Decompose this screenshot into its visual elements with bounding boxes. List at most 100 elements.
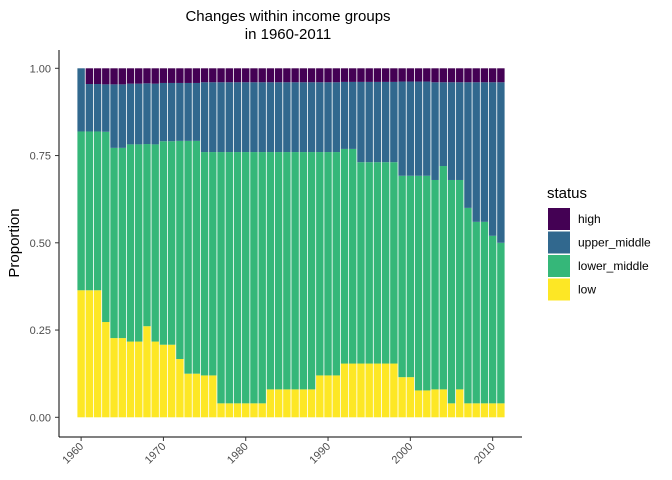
legend-key-lower_middle [548, 255, 570, 277]
bar-upper_middle-2000 [406, 81, 415, 176]
bar-high-1970 [159, 68, 168, 83]
bar-high-1991 [332, 68, 340, 83]
bar-upper_middle-1973 [184, 82, 192, 141]
bar-low-1991 [332, 375, 340, 418]
bar-high-1995 [365, 68, 373, 82]
bar-lower_middle-1968 [143, 144, 151, 327]
bar-low-1994 [357, 363, 365, 418]
bar-lower_middle-2011 [497, 242, 505, 404]
bar-lower_middle-2003 [431, 179, 439, 390]
bar-low-1974 [192, 373, 201, 418]
bar-lower_middle-2005 [447, 179, 456, 404]
bar-high-1983 [266, 68, 275, 83]
legend-label-low: low [578, 283, 596, 297]
bar-low-1973 [184, 373, 192, 418]
bar-lower_middle-1981 [250, 152, 258, 404]
bar-low-1966 [126, 341, 135, 418]
bar-lower_middle-1989 [316, 152, 324, 376]
bar-high-2011 [497, 68, 505, 83]
bar-low-1962 [93, 290, 102, 418]
bar-high-1985 [283, 68, 291, 83]
bar-low-2009 [480, 403, 489, 418]
bar-upper_middle-2002 [423, 81, 431, 176]
bar-low-1980 [242, 403, 250, 418]
bar-low-2010 [488, 403, 497, 418]
bar-upper_middle-1996 [373, 81, 382, 163]
bar-lower_middle-2004 [439, 166, 447, 390]
bar-upper_middle-1986 [291, 82, 299, 153]
bar-high-1977 [217, 68, 225, 83]
bar-high-1996 [373, 68, 382, 82]
bar-high-1994 [357, 68, 365, 82]
bar-upper_middle-1988 [307, 82, 316, 153]
bar-high-2001 [414, 68, 423, 82]
bar-lower_middle-1963 [102, 131, 110, 323]
bar-low-2003 [431, 389, 439, 418]
bar-low-1998 [390, 363, 398, 418]
bar-lower_middle-2008 [472, 221, 480, 404]
y-tick-label: 0.25 [30, 325, 51, 337]
bar-low-1995 [365, 363, 373, 418]
bar-high-1971 [167, 68, 176, 83]
bar-upper_middle-1976 [209, 82, 217, 153]
bar-lower_middle-1982 [258, 152, 266, 404]
bar-high-1972 [176, 68, 184, 83]
bar-lower_middle-2002 [423, 175, 431, 391]
bar-lower_middle-2010 [488, 235, 497, 404]
bar-low-2002 [423, 390, 431, 418]
bar-high-1966 [126, 68, 135, 84]
bar-low-1970 [159, 344, 168, 418]
bar-upper_middle-1971 [167, 82, 176, 142]
x-tick-label: 1970 [143, 441, 169, 467]
bar-upper_middle-1985 [283, 82, 291, 153]
bar-high-1988 [307, 68, 316, 83]
bar-upper_middle-1974 [192, 82, 201, 141]
bar-upper_middle-1965 [118, 84, 126, 148]
bar-high-1963 [102, 68, 110, 85]
bar-high-1990 [324, 68, 332, 83]
bar-upper_middle-1961 [85, 84, 94, 132]
bar-lower_middle-1993 [349, 148, 357, 364]
x-tick-label: 1960 [60, 441, 86, 467]
bar-lower_middle-1975 [200, 152, 209, 376]
bar-low-2006 [456, 389, 464, 418]
bar-upper_middle-2008 [472, 82, 480, 222]
bar-low-2005 [447, 403, 456, 418]
bar-high-1989 [316, 68, 324, 83]
bar-lower_middle-1999 [398, 175, 406, 378]
bar-lower_middle-1994 [357, 162, 365, 364]
bar-upper_middle-2001 [414, 81, 423, 176]
bar-lower_middle-1967 [135, 144, 143, 342]
bar-upper_middle-1967 [135, 83, 143, 145]
y-axis-title: Proportion [6, 208, 23, 277]
bar-high-1997 [381, 68, 390, 82]
y-ticks-group: 0.00 0.25 0.50 0.75 1.00 [30, 63, 59, 424]
bar-upper_middle-1980 [242, 82, 250, 153]
bar-upper_middle-1981 [250, 82, 258, 153]
bar-low-1990 [324, 375, 332, 418]
bar-low-1982 [258, 403, 266, 418]
bar-lower_middle-1995 [365, 162, 373, 364]
bar-high-1980 [242, 68, 250, 83]
bar-low-2000 [406, 377, 415, 418]
bar-upper_middle-1991 [332, 82, 340, 153]
bar-upper_middle-1998 [390, 81, 398, 163]
bar-low-1967 [135, 341, 143, 418]
bar-lower_middle-1970 [159, 141, 168, 345]
bar-high-1999 [398, 68, 406, 82]
legend-key-low [548, 278, 570, 301]
chart-title-line-2: in 1960-2011 [245, 26, 331, 43]
bar-low-1960 [77, 290, 85, 418]
bar-upper_middle-1979 [233, 82, 242, 153]
x-tick-label: 2010 [472, 441, 498, 467]
bar-low-1997 [381, 363, 390, 418]
bar-low-1972 [176, 359, 184, 418]
bar-lower_middle-1964 [110, 147, 118, 339]
bar-upper_middle-1978 [225, 82, 233, 153]
legend-label-high: high [578, 212, 601, 226]
bar-high-1968 [143, 68, 151, 84]
bar-high-1961 [85, 68, 94, 85]
bar-low-1988 [307, 389, 316, 418]
bar-high-2006 [456, 68, 464, 83]
